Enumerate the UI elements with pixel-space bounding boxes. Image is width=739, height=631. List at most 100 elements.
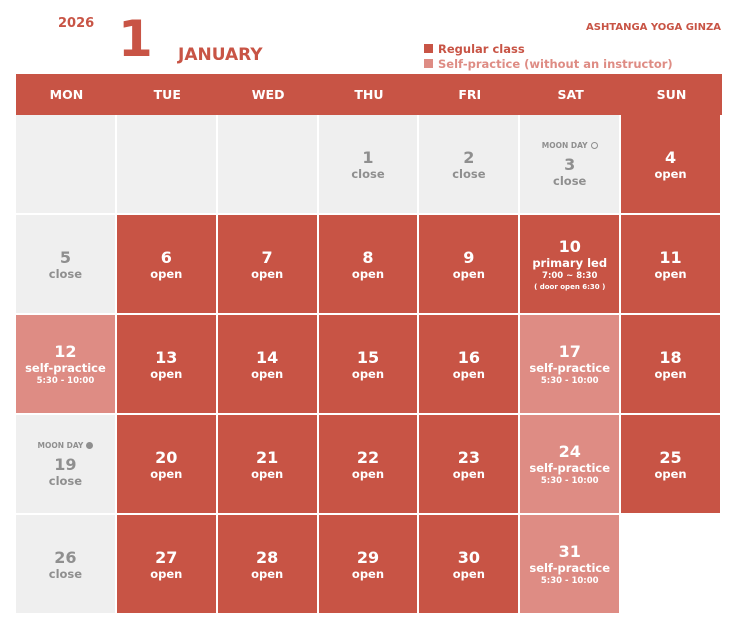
class-time: 5:30 - 10:00 — [540, 575, 599, 586]
day-status: open — [654, 466, 687, 481]
day-number: 16 — [457, 347, 480, 367]
moon-day-text: MOON DAY — [541, 140, 588, 150]
calendar-day-24[interactable]: 24 self-practice 5:30 - 10:00 — [520, 415, 620, 513]
weekday-fri: FRI — [458, 87, 482, 102]
day-number: 23 — [457, 447, 480, 467]
day-status: self-practice — [529, 560, 611, 575]
weekday-tue: TUE — [153, 87, 181, 102]
class-time: 5:30 - 10:00 — [540, 375, 599, 386]
day-status: open — [251, 266, 284, 281]
day-number: 1 — [362, 147, 374, 167]
calendar-day-21[interactable]: 21 open — [217, 415, 317, 513]
day-status: open — [150, 366, 183, 381]
legend-self-practice-label: Self-practice (without an instructor) — [438, 56, 673, 71]
weekday-header-row: MON TUE WED THU FRI SAT SUN — [16, 74, 722, 115]
calendar-day-6[interactable]: 6 open — [116, 215, 216, 313]
day-status: self-practice — [25, 360, 106, 375]
weekday-thu: THU — [354, 87, 384, 102]
day-number: 4 — [664, 147, 677, 167]
day-number: 22 — [356, 447, 380, 467]
day-status: primary led — [532, 255, 608, 270]
calendar-day-18[interactable]: 18 open — [621, 315, 720, 413]
weekday-wed: WED — [251, 87, 285, 102]
calendar-day-11[interactable]: 11 open — [621, 215, 720, 313]
day-status: open — [150, 566, 183, 581]
day-status: open — [452, 266, 485, 281]
day-number: 26 — [54, 547, 77, 567]
studio-name: ASHTANGA YOGA GINZA — [586, 22, 721, 33]
calendar-day-15[interactable]: 15 open — [318, 315, 418, 413]
calendar-day-9[interactable]: 9 open — [419, 215, 519, 313]
calendar-day-13[interactable]: 13 open — [116, 315, 216, 413]
day-number: 31 — [558, 541, 581, 561]
day-number: 20 — [155, 447, 178, 467]
moon-day-label: MOON DAY — [37, 440, 94, 451]
calendar-day-14[interactable]: 14 open — [217, 315, 317, 413]
day-status: close — [553, 173, 587, 188]
calendar-day-31[interactable]: 31 self-practice 5:30 - 10:00 — [520, 515, 620, 613]
calendar-day-17[interactable]: 17 self-practice 5:30 - 10:00 — [520, 315, 620, 413]
calendar-day-2[interactable]: 2 close — [419, 115, 519, 213]
calendar-day-7[interactable]: 7 open — [217, 215, 317, 313]
day-number: 30 — [457, 547, 480, 567]
weekday-mon: MON — [49, 87, 84, 102]
day-status: open — [351, 566, 385, 581]
class-time: 5:30 - 10:00 — [36, 375, 95, 386]
calendar-day-30[interactable]: 30 open — [419, 515, 519, 613]
calendar-day-26[interactable]: 26 close — [16, 515, 115, 613]
month-name: JANUARY — [178, 45, 263, 65]
calendar-cell-empty — [217, 115, 317, 213]
legend-self-practice: Self-practice (without an instructor) — [424, 56, 673, 71]
calendar-cell-empty — [16, 115, 115, 213]
calendar-day-19[interactable]: MOON DAY 19 close — [16, 415, 115, 513]
day-number: 10 — [558, 236, 581, 256]
day-status: open — [452, 466, 485, 481]
day-number: 13 — [155, 347, 178, 367]
calendar-day-27[interactable]: 27 open — [116, 515, 216, 613]
calendar-grid: 1 close 2 close MOON DAY 3 close 4 open 5 close 6 op… — [16, 115, 722, 615]
day-status: close — [351, 166, 385, 181]
calendar-day-3[interactable]: MOON DAY 3 close — [520, 115, 620, 213]
door-open-note: ( door open 6:30 ) — [534, 282, 606, 291]
calendar-day-20[interactable]: 20 open — [116, 415, 216, 513]
day-number: 21 — [255, 447, 279, 467]
day-number: 14 — [255, 347, 279, 367]
class-time: 7:00 ~ 8:30 — [542, 270, 598, 281]
weekday-sun: SUN — [656, 87, 687, 102]
day-status: open — [654, 366, 687, 381]
day-number: 17 — [558, 341, 581, 361]
moon-day-text: MOON DAY — [37, 440, 84, 450]
calendar-day-12[interactable]: 12 self-practice 5:30 - 10:00 — [16, 315, 115, 413]
calendar-day-25[interactable]: 25 open — [621, 415, 720, 513]
day-status: self-practice — [529, 460, 611, 475]
day-number: 9 — [463, 247, 475, 267]
calendar-cell-empty — [116, 115, 216, 213]
day-number: 11 — [659, 247, 682, 267]
day-number: 8 — [362, 247, 374, 267]
calendar-day-22[interactable]: 22 open — [318, 415, 418, 513]
day-status: open — [351, 266, 385, 281]
day-status: close — [48, 266, 83, 281]
moon-day-label: MOON DAY — [542, 141, 598, 151]
calendar-day-28[interactable]: 28 open — [217, 515, 317, 613]
day-number: 2 — [463, 147, 475, 167]
day-status: open — [654, 166, 687, 181]
calendar-day-5[interactable]: 5 close — [16, 215, 115, 313]
calendar-day-29[interactable]: 29 open — [318, 515, 418, 613]
calendar-day-1[interactable]: 1 close — [318, 115, 418, 213]
class-time: 5:30 - 10:00 — [540, 475, 599, 486]
day-status: open — [251, 566, 284, 581]
calendar-day-16[interactable]: 16 open — [419, 315, 519, 413]
calendar-day-8[interactable]: 8 open — [318, 215, 418, 313]
month-number: 1 — [118, 10, 153, 68]
day-status: close — [452, 166, 486, 181]
calendar-day-4[interactable]: 4 open — [621, 115, 720, 213]
day-number: 25 — [659, 447, 682, 467]
day-status: open — [150, 466, 183, 481]
weekday-sat: SAT — [557, 87, 584, 102]
calendar-day-10[interactable]: 10 primary led 7:00 ~ 8:30( door open 6:30… — [520, 215, 620, 313]
day-status: open — [251, 466, 284, 481]
day-status: open — [251, 366, 284, 381]
day-number: 28 — [255, 547, 279, 567]
calendar-day-23[interactable]: 23 open — [419, 415, 519, 513]
